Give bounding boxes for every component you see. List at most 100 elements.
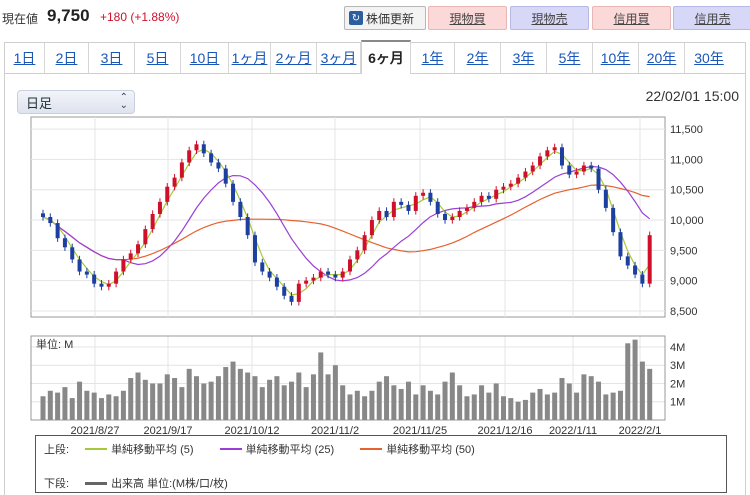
candle-body: [457, 210, 462, 217]
tab-5[interactable]: 10日: [181, 43, 229, 73]
legend-lower-row: 下段: 出来高 単位:(M株/口/枚): [44, 476, 254, 490]
volume-bar: [128, 378, 134, 420]
candle-body: [428, 192, 433, 202]
candle-body: [201, 144, 206, 154]
candle-body: [106, 283, 111, 287]
volume-bar: [486, 392, 492, 420]
ma5-line: [42, 148, 651, 296]
volume-bar: [40, 396, 46, 420]
candle-body: [516, 177, 521, 184]
candle-body: [574, 171, 579, 175]
volume-bar: [471, 394, 477, 420]
tab-16[interactable]: 30年: [694, 50, 724, 66]
price-tick-label: 11,000: [670, 154, 703, 166]
interval-select-value: 日足: [26, 95, 53, 111]
legend-ma50: 単純移動平均 (50): [360, 441, 475, 457]
legend-ma50-swatch: [360, 448, 383, 450]
volume-bar: [157, 383, 163, 420]
candle-body: [399, 201, 404, 205]
price-plot-frame: [30, 116, 666, 318]
chart-legend: 上段: 単純移動平均 (5) 単純移動平均 (25) 単純移動平均 (50) 下…: [35, 435, 727, 493]
candle-body: [596, 168, 601, 190]
candle-body: [41, 213, 45, 217]
tab-7[interactable]: 2ヶ月: [271, 43, 317, 73]
ma50-line: [42, 184, 650, 261]
volume-bar: [515, 401, 521, 420]
candle-body: [581, 165, 586, 172]
candle-body: [450, 217, 455, 221]
refresh-price-button[interactable]: ↻ 株価更新: [344, 6, 426, 30]
candle-body: [296, 283, 301, 302]
tab-9[interactable]: 6ヶ月: [361, 40, 411, 74]
tab-13[interactable]: 5年: [547, 43, 593, 73]
cash-sell-button[interactable]: 現物売: [510, 6, 589, 30]
chart-timestamp: 22/02/01 15:00: [645, 88, 739, 104]
tab-11[interactable]: 2年: [455, 43, 501, 73]
volume-bar: [77, 381, 83, 420]
volume-bar: [501, 396, 506, 420]
candle-body: [252, 235, 257, 263]
volume-bar: [84, 390, 90, 420]
volume-bar: [566, 383, 572, 420]
candle-body: [128, 253, 133, 260]
volume-bar: [237, 368, 243, 420]
cash-buy-button[interactable]: 現物買: [428, 6, 507, 30]
volume-bar: [581, 374, 587, 420]
volume-bar: [574, 392, 580, 420]
volume-bar: [347, 394, 353, 420]
margin-buy-button[interactable]: 信用買: [592, 6, 671, 30]
tab-10[interactable]: 1年: [411, 43, 455, 73]
volume-bar: [537, 388, 543, 420]
volume-bar: [310, 374, 316, 420]
tab-14[interactable]: 10年: [593, 43, 639, 73]
tab-15[interactable]: 20年: [639, 43, 685, 73]
candle-body: [340, 271, 345, 278]
candle-body: [479, 195, 484, 202]
candle-body: [92, 274, 97, 284]
x-tick-label: 2021/11/2: [311, 425, 359, 434]
legend-ma5-swatch: [85, 448, 108, 450]
volume-bar: [113, 396, 119, 420]
tab-8[interactable]: 3ヶ月: [317, 43, 361, 73]
candle-body: [362, 235, 367, 251]
candle-body: [369, 220, 374, 236]
candle-body: [647, 235, 652, 284]
tab-6[interactable]: 1ヶ月: [229, 43, 271, 73]
candle-body: [413, 195, 418, 211]
volume-bar: [274, 376, 280, 420]
tab-1[interactable]: 1日: [5, 43, 45, 73]
candle-body: [62, 238, 67, 248]
tab-3[interactable]: 3日: [89, 43, 135, 73]
volume-bar: [588, 376, 594, 420]
volume-bar: [55, 392, 61, 420]
candle-body: [238, 201, 243, 217]
volume-bar: [325, 374, 331, 420]
candle-body: [157, 201, 162, 214]
volume-bar: [318, 352, 324, 420]
tab-12[interactable]: 3年: [501, 43, 547, 73]
candle-body: [304, 280, 309, 284]
volume-bar: [552, 392, 558, 420]
volume-bar: [296, 372, 302, 420]
volume-bar: [208, 381, 214, 420]
legend-ma5-label: 単純移動平均 (5): [111, 444, 194, 456]
volume-bar: [186, 368, 192, 420]
candle-body: [172, 177, 177, 187]
chart-panel: 日足 ⌃ ⌄ 22/02/01 15:00 11,500 11,000 10,500 1…: [4, 74, 746, 495]
x-tick-label: 2022/2/1: [619, 425, 662, 434]
volume-bar: [530, 392, 536, 420]
tab-4[interactable]: 5日: [135, 43, 181, 73]
candle-body: [589, 165, 594, 169]
interval-select[interactable]: 日足 ⌃ ⌄: [17, 90, 135, 114]
volume-bar: [340, 385, 346, 420]
volume-bar: [47, 390, 53, 420]
volume-bar: [427, 390, 433, 420]
chevron-updown-icon: ⌃ ⌄: [119, 92, 128, 111]
candle-body: [640, 274, 645, 284]
tab-2[interactable]: 2日: [45, 43, 89, 73]
volume-bar: [179, 387, 185, 420]
margin-sell-button[interactable]: 信用売: [673, 6, 750, 30]
legend-upper-label: 上段:: [44, 444, 70, 456]
candle-body: [333, 274, 338, 278]
candle-body: [508, 183, 513, 187]
